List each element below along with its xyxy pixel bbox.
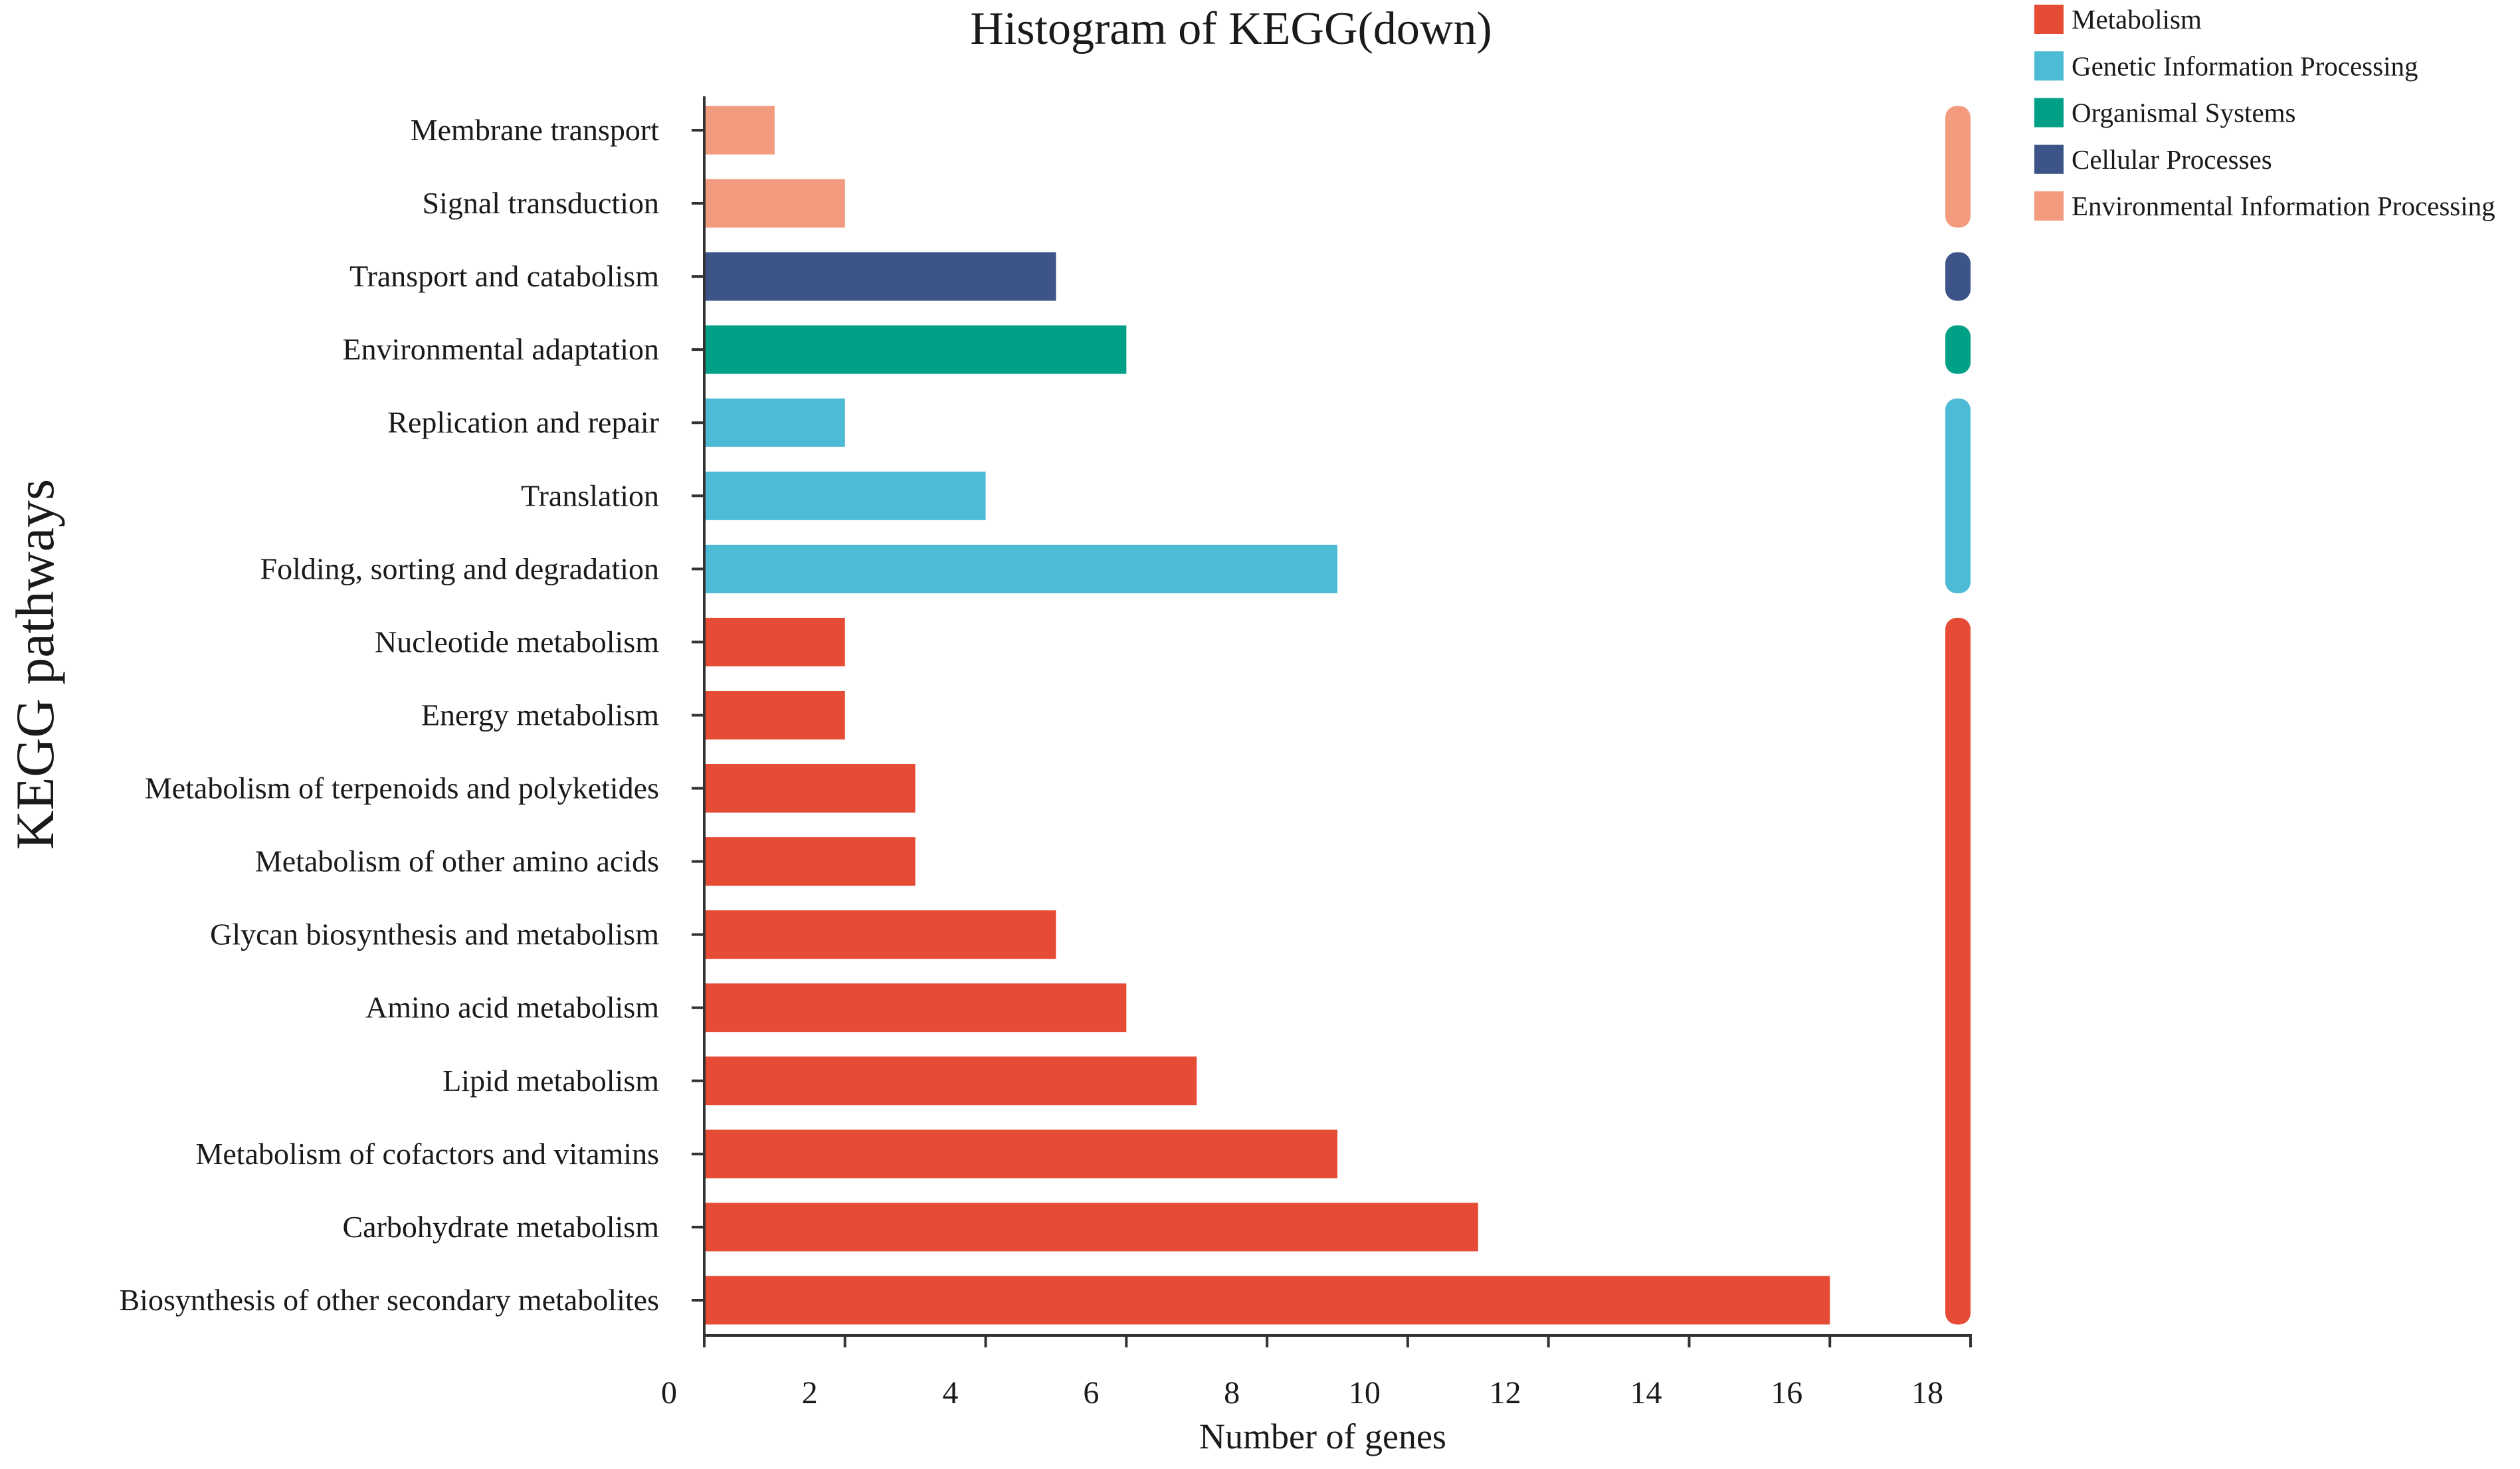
group-bar-cellular-processes (1945, 252, 1971, 301)
bar-translation (704, 471, 986, 520)
y-tick-label-signal-transduction: Signal transduction (423, 186, 659, 220)
bar-nucleotide-metabolism (704, 617, 845, 666)
y-tick-label-metabolism-of-cofactors-and-vitamins: Metabolism of cofactors and vitamins (195, 1137, 659, 1171)
pathway-group-bars (1945, 106, 1971, 1325)
y-tick-label-biosynthesis-of-other-secondary-metabolites: Biosynthesis of other secondary metaboli… (119, 1283, 659, 1317)
y-tick-label-amino-acid-metabolism: Amino acid metabolism (365, 991, 659, 1025)
y-tick-label-replication-and-repair: Replication and repair (387, 405, 659, 439)
y-tick-label-transport-and-catabolism: Transport and catabolism (349, 259, 659, 293)
legend-swatch-environmental-information-processing (2034, 191, 2064, 221)
y-axis-ticks: Membrane transport Signal transduction Tra… (119, 113, 704, 1317)
legend-label-cellular-processes: Cellular Processes (2072, 144, 2272, 175)
bar-glycan-biosynthesis-and-metabolism (704, 910, 1056, 959)
chart-title: Histogram of KEGG(down) (970, 3, 1492, 54)
group-bar-genetic-information-processing (1945, 398, 1971, 593)
bar-amino-acid-metabolism (704, 983, 1127, 1032)
legend-label-metabolism: Metabolism (2072, 4, 2202, 35)
bar-transport-and-catabolism (704, 252, 1056, 301)
bar-biosynthesis-of-other-secondary-metabolites (704, 1276, 1830, 1325)
legend-swatch-cellular-processes (2034, 144, 2064, 174)
x-axis-title: Number of genes (1199, 1417, 1446, 1456)
bar-metabolism-of-terpenoids-and-polyketides (704, 764, 916, 813)
y-tick-label-membrane-transport: Membrane transport (411, 113, 659, 147)
bar-signal-transduction (704, 179, 845, 228)
x-tick-label-16: 16 (1771, 1375, 1802, 1411)
legend-label-environmental-information-processing: Environmental Information Processing (2072, 191, 2495, 221)
y-tick-label-metabolism-of-terpenoids-and-polyketides: Metabolism of terpenoids and polyketides (145, 771, 659, 805)
legend-label-genetic-information-processing: Genetic Information Processing (2072, 50, 2418, 81)
x-tick-label-4: 4 (943, 1375, 959, 1411)
bar-environmental-adaptation (704, 325, 1127, 374)
bar-folding-sorting-and-degradation (704, 544, 1337, 593)
y-tick-label-energy-metabolism: Energy metabolism (421, 698, 659, 732)
x-tick-label-10: 10 (1349, 1375, 1381, 1411)
bar-carbohydrate-metabolism (704, 1203, 1478, 1252)
bar-lipid-metabolism (704, 1056, 1197, 1106)
bar-metabolism-of-cofactors-and-vitamins (704, 1129, 1337, 1179)
bar-metabolism-of-other-amino-acids (704, 837, 916, 886)
y-tick-label-folding-sorting-and-degradation: Folding, sorting and degradation (260, 551, 659, 585)
group-bar-metabolism (1945, 617, 1971, 1325)
x-axis-ticks: 0 2 4 6 8 10 12 14 16 18 (661, 1335, 1972, 1411)
bar-membrane-transport (704, 106, 775, 155)
x-tick-label-2: 2 (802, 1375, 818, 1411)
legend-swatch-metabolism (2034, 5, 2064, 34)
x-tick-label-0: 0 (661, 1375, 677, 1411)
y-tick-label-nucleotide-metabolism: Nucleotide metabolism (375, 625, 659, 658)
y-tick-label-carbohydrate-metabolism: Carbohydrate metabolism (343, 1210, 660, 1244)
x-tick-label-6: 6 (1083, 1375, 1099, 1411)
x-tick-label-14: 14 (1630, 1375, 1662, 1411)
bar-replication-and-repair (704, 398, 845, 447)
bar-energy-metabolism (704, 690, 845, 739)
group-bar-environmental-information-processing (1945, 106, 1971, 228)
bars-layer (704, 106, 1830, 1325)
y-tick-label-environmental-adaptation: Environmental adaptation (343, 332, 659, 366)
y-axis-title: KEGG pathways (5, 479, 65, 850)
x-tick-label-8: 8 (1224, 1375, 1240, 1411)
group-bar-organismal-systems (1945, 325, 1971, 374)
legend: Metabolism Genetic Information Processing… (2034, 4, 2495, 221)
legend-label-organismal-systems: Organismal Systems (2072, 98, 2296, 128)
legend-swatch-organismal-systems (2034, 98, 2064, 128)
x-tick-label-12: 12 (1490, 1375, 1521, 1411)
x-tick-label-18: 18 (1911, 1375, 1943, 1411)
y-tick-label-metabolism-of-other-amino-acids: Metabolism of other amino acids (255, 844, 659, 878)
legend-swatch-genetic-information-processing (2034, 51, 2064, 81)
y-tick-label-translation: Translation (521, 478, 659, 512)
y-tick-label-glycan-biosynthesis-and-metabolism: Glycan biosynthesis and metabolism (210, 918, 659, 951)
y-tick-label-lipid-metabolism: Lipid metabolism (442, 1064, 659, 1098)
